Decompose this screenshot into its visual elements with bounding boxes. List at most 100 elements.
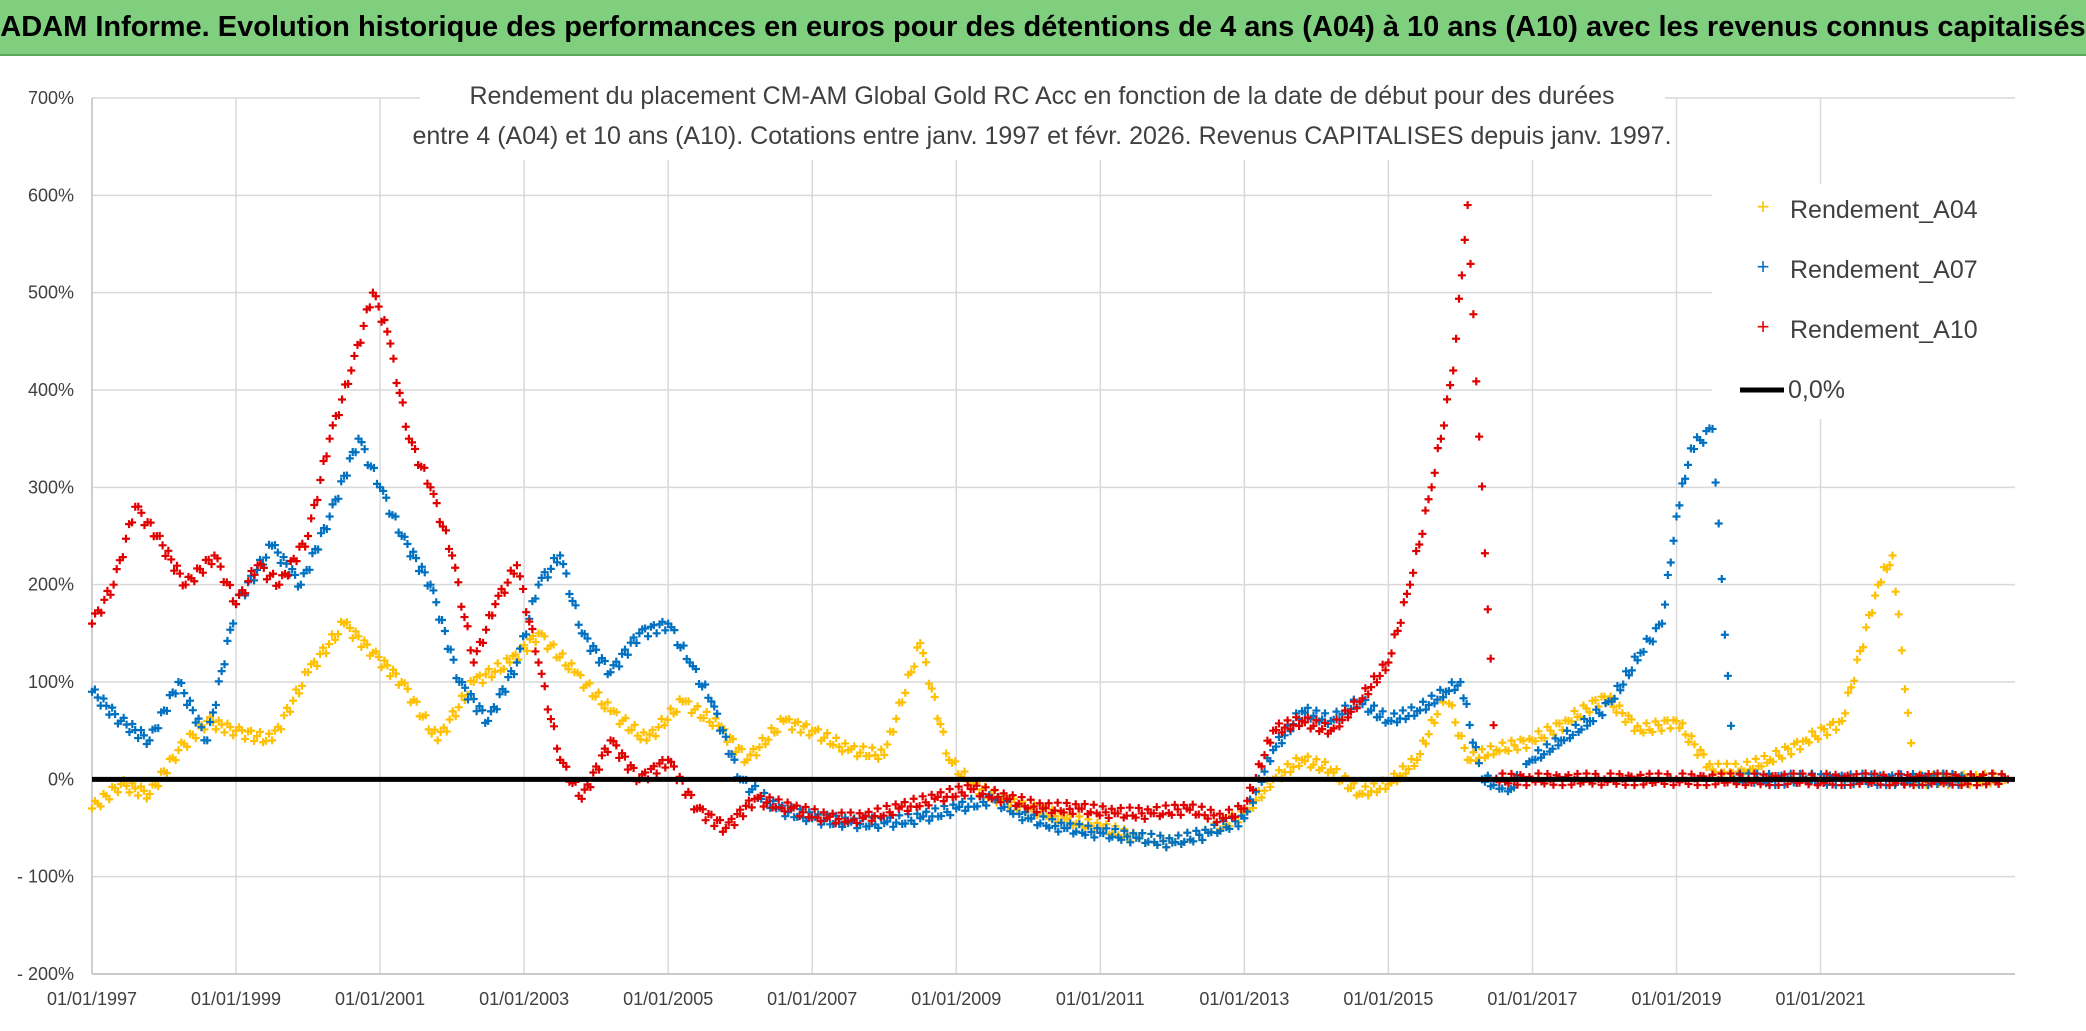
point-a04-interp bbox=[383, 661, 392, 670]
point-a10-interp bbox=[118, 553, 127, 562]
point-a04-interp bbox=[1519, 736, 1528, 745]
point-a04-interp bbox=[490, 667, 499, 676]
point-a07-interp bbox=[1195, 830, 1204, 839]
point-a04-interp bbox=[1621, 718, 1630, 727]
point-a07 bbox=[664, 619, 673, 628]
point-a07 bbox=[1024, 814, 1033, 823]
point-a10-interp bbox=[338, 395, 347, 404]
point-a04-interp bbox=[1321, 758, 1330, 767]
point-a10-interp bbox=[161, 551, 170, 560]
point-a10-interp bbox=[909, 794, 918, 803]
point-a10 bbox=[1218, 814, 1227, 823]
y-tick-label: 100% bbox=[28, 672, 74, 692]
point-a07-interp bbox=[314, 545, 323, 554]
point-a07-interp bbox=[1648, 637, 1657, 646]
point-a07-interp bbox=[1183, 828, 1192, 837]
point-a07-interp bbox=[1192, 826, 1201, 835]
point-a10-interp bbox=[344, 379, 353, 388]
point-a10-interp bbox=[1489, 721, 1498, 730]
point-a04-interp bbox=[319, 643, 328, 652]
point-a10-interp bbox=[292, 557, 301, 566]
point-a07 bbox=[145, 736, 154, 745]
point-a10-interp bbox=[1303, 713, 1312, 722]
point-a07-interp bbox=[501, 687, 510, 696]
point-a04-interp bbox=[942, 749, 951, 758]
point-a07-interp bbox=[351, 448, 360, 457]
point-a10-interp bbox=[1309, 721, 1318, 730]
point-a10-interp bbox=[562, 762, 571, 771]
point-a07-interp bbox=[475, 702, 484, 711]
point-a04-interp bbox=[1457, 731, 1466, 740]
point-a04-interp bbox=[105, 795, 114, 804]
point-a07 bbox=[1168, 838, 1177, 847]
y-tick-label: 400% bbox=[28, 380, 74, 400]
point-a10-interp bbox=[1295, 722, 1304, 731]
point-a07-interp bbox=[342, 471, 351, 480]
point-a04-interp bbox=[493, 659, 502, 668]
point-a07-interp bbox=[931, 804, 940, 813]
point-a07 bbox=[325, 512, 334, 521]
point-a04-interp bbox=[1615, 701, 1624, 710]
legend-label-a10: Rendement_A10 bbox=[1790, 316, 1978, 344]
point-a10-interp bbox=[1457, 271, 1466, 280]
point-a10-interp bbox=[615, 753, 624, 762]
point-a10 bbox=[822, 814, 831, 823]
point-a07-interp bbox=[1156, 831, 1165, 840]
point-a10-interp bbox=[319, 457, 328, 466]
point-a04-interp bbox=[927, 684, 936, 693]
point-a10-interp bbox=[1567, 780, 1576, 789]
point-a07-interp bbox=[1367, 706, 1376, 715]
point-a10-interp bbox=[503, 578, 512, 587]
point-a10-interp bbox=[852, 818, 861, 827]
point-a07-interp bbox=[322, 525, 331, 534]
point-a10-interp bbox=[1032, 808, 1041, 817]
x-tick-label: 01/01/1997 bbox=[47, 989, 137, 1009]
point-a04-interp bbox=[286, 707, 295, 716]
point-a10-interp bbox=[500, 588, 509, 597]
point-a04 bbox=[880, 751, 889, 759]
point-a07 bbox=[1442, 687, 1451, 696]
point-a10-interp bbox=[482, 625, 491, 634]
point-a07-interp bbox=[1398, 706, 1407, 715]
point-a07-interp bbox=[1539, 750, 1548, 759]
point-a04-interp bbox=[939, 727, 948, 736]
point-a07 bbox=[1658, 619, 1667, 628]
point-a10-interp bbox=[359, 321, 368, 330]
point-a04-interp bbox=[331, 635, 340, 644]
point-a07 bbox=[534, 580, 543, 589]
point-a07 bbox=[1096, 828, 1105, 837]
point-a04-interp bbox=[403, 684, 412, 693]
point-a04 bbox=[1672, 716, 1681, 725]
point-a04-interp bbox=[386, 672, 395, 681]
point-a04-interp bbox=[1295, 761, 1304, 770]
point-a10 bbox=[692, 804, 701, 813]
point-a07-interp bbox=[1450, 685, 1459, 694]
point-a04-interp bbox=[295, 689, 304, 698]
point-a10-interp bbox=[756, 792, 765, 801]
x-tick-label: 01/01/2007 bbox=[767, 989, 857, 1009]
point-a07-interp bbox=[1126, 838, 1135, 847]
point-a04-interp bbox=[1513, 745, 1522, 754]
point-a04-interp bbox=[892, 714, 901, 723]
point-a04-interp bbox=[1853, 655, 1862, 664]
point-a04-interp bbox=[1796, 745, 1805, 754]
point-a10-interp bbox=[322, 452, 331, 461]
point-a04-interp bbox=[889, 727, 898, 736]
point-a10 bbox=[1269, 726, 1278, 735]
point-a07-interp bbox=[721, 732, 730, 741]
point-a07-interp bbox=[102, 701, 111, 710]
point-a07 bbox=[707, 697, 716, 706]
point-a07-interp bbox=[1138, 829, 1147, 838]
point-a10-interp bbox=[762, 798, 771, 807]
x-tick-label: 01/01/2021 bbox=[1775, 989, 1865, 1009]
point-a10 bbox=[1074, 804, 1083, 813]
point-a10-interp bbox=[1894, 769, 1903, 778]
point-a10-interp bbox=[1260, 751, 1269, 760]
y-tick-label: 300% bbox=[28, 477, 74, 497]
point-a10-interp bbox=[463, 622, 472, 631]
point-a07-interp bbox=[194, 714, 203, 723]
point-a10-interp bbox=[987, 794, 996, 803]
point-a04 bbox=[505, 658, 514, 667]
point-a04-interp bbox=[898, 698, 907, 707]
point-a07-interp bbox=[125, 728, 134, 737]
